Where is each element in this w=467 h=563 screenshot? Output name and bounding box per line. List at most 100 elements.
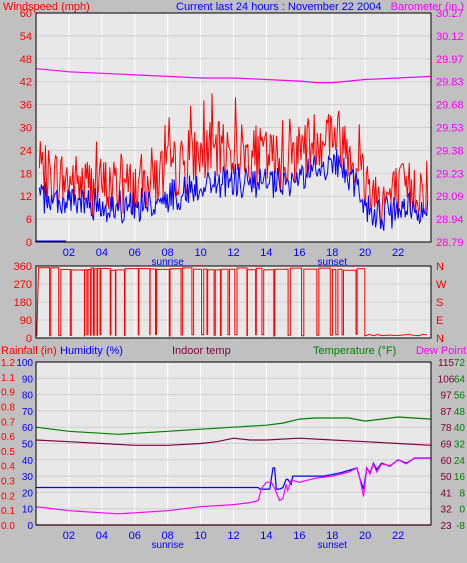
humidity-tick: 0 — [27, 521, 33, 532]
direction-compass-tick: W — [436, 279, 447, 291]
indoor-temp-tick: 115 — [438, 358, 454, 369]
rainfall-tick: 0.8 — [1, 402, 15, 413]
indoor-temp-tick: 60 — [440, 456, 452, 467]
windspeed-tick: 12 — [20, 191, 32, 203]
barometer-tick: 28.94 — [436, 214, 464, 226]
wind-grid — [36, 13, 431, 242]
dew-point-label: Dew Point — [416, 345, 466, 357]
sunrise-label: sunrise — [152, 257, 185, 268]
indoor-temp-tick: 41 — [440, 488, 452, 499]
temp-axes: 0.0 0.1 0.2 0.3 0.4 0.5 0.6 0.7 0.8 0.9 1.1 1.2 0 10 2… — [1, 358, 465, 532]
humidity-tick: 90 — [22, 374, 34, 385]
temperature-tick: 16 — [454, 472, 466, 483]
x-tick-label: 12 — [227, 247, 239, 259]
temperature-tick: 48 — [454, 407, 466, 418]
wind-time-axis: 02 04 06 08 10 12 14 16 18 20 22 sunrise sunset — [63, 247, 404, 268]
wind-direction-line — [36, 267, 427, 337]
barometer-tick: 29.09 — [436, 191, 464, 203]
temperature-tick: -8 — [456, 521, 465, 532]
temperature-tick: 56 — [454, 391, 466, 402]
windspeed-axis: 0 6 12 18 24 30 36 42 48 54 60 — [20, 8, 32, 249]
direction-degree-tick: 180 — [14, 297, 32, 309]
direction-plot-frame — [35, 265, 432, 339]
indoor-temp-tick: 50 — [440, 472, 452, 483]
direction-degree-axis: 0 90 180 270 360 — [14, 261, 32, 345]
humidity-tick: 70 — [22, 407, 34, 418]
indoor-temp-tick: 87 — [440, 407, 452, 418]
humidity-label: Humidity (%) — [60, 345, 123, 357]
temperature-tick: 64 — [454, 374, 466, 385]
sunset-label: sunset — [318, 257, 348, 268]
indoor-temp-tick: 106 — [438, 374, 455, 385]
x-tick-label: 20 — [359, 247, 371, 259]
chart-title: Current last 24 hours : November 22 2004 — [176, 1, 381, 13]
barometer-tick: 29.53 — [436, 123, 464, 135]
direction-degree-tick: 90 — [20, 315, 32, 327]
x-tick-label: 08 — [162, 247, 174, 259]
direction-compass-tick: N — [436, 333, 444, 345]
sunset-label: sunset — [318, 540, 348, 551]
x-tick-label: 18 — [326, 530, 338, 542]
humidity-tick: 60 — [22, 423, 34, 434]
rainfall-tick: 0.0 — [1, 521, 15, 532]
humidity-tick: 30 — [22, 472, 34, 483]
windspeed-tick: 48 — [20, 54, 32, 66]
humidity-tick: 50 — [22, 440, 34, 451]
barometer-tick: 29.68 — [436, 100, 464, 112]
wind-series — [35, 68, 432, 242]
x-tick-label: 06 — [129, 530, 141, 542]
temperature-tick: 32 — [454, 440, 466, 451]
barometer-line — [35, 68, 432, 84]
barometer-tick: 29.83 — [436, 77, 464, 89]
x-tick-label: 02 — [63, 530, 75, 542]
rainfall-tick: 0.5 — [1, 447, 15, 458]
indoor-temp-tick: 23 — [440, 521, 452, 532]
x-tick-label: 18 — [326, 247, 338, 259]
barometer-tick: 29.38 — [436, 145, 464, 157]
x-tick-label: 02 — [63, 247, 75, 259]
rainfall-tick: 1.2 — [1, 358, 15, 369]
barometer-label: Barometer (in.) — [391, 1, 464, 13]
windspeed-tick: 36 — [20, 100, 32, 112]
direction-compass-tick: E — [436, 315, 443, 327]
temperature-label: Temperature (°F) — [313, 345, 396, 357]
rainfall-label: Rainfall (in) — [1, 345, 57, 357]
windspeed-tick: 30 — [20, 123, 32, 135]
rainfall-tick: 1.1 — [1, 373, 15, 384]
x-tick-label: 14 — [260, 247, 272, 259]
rainfall-tick: 0.7 — [1, 417, 15, 428]
x-tick-label: 04 — [96, 247, 108, 259]
windspeed-tick: 42 — [20, 77, 32, 89]
humidity-tick: 40 — [22, 456, 34, 467]
temp-time-axis: 02 04 06 08 10 12 14 16 18 20 22 sunrise sunset — [63, 530, 404, 551]
x-tick-label: 14 — [260, 530, 272, 542]
rainfall-tick: 0.1 — [1, 506, 15, 517]
windspeed-gust-line — [38, 93, 429, 229]
rainfall-tick: 0.4 — [1, 462, 15, 473]
x-tick-label: 16 — [293, 247, 305, 259]
direction-compass-tick: S — [436, 297, 443, 309]
barometer-tick: 30.27 — [436, 8, 464, 20]
barometer-tick: 28.79 — [436, 237, 464, 249]
direction-series — [36, 267, 427, 337]
temperature-line — [35, 416, 432, 435]
barometer-tick: 29.97 — [436, 54, 464, 66]
x-tick-label: 20 — [359, 530, 371, 542]
windspeed-average-line — [38, 148, 429, 231]
windspeed-tick: 54 — [20, 31, 32, 43]
direction-degree-tick: 0 — [26, 333, 32, 345]
sunrise-label: sunrise — [152, 540, 185, 551]
direction-degree-tick: 270 — [14, 279, 32, 291]
x-tick-label: 22 — [392, 530, 404, 542]
indoor-temp-line — [35, 437, 432, 446]
indoor-temp-tick: 78 — [440, 423, 452, 434]
windspeed-tick: 18 — [20, 168, 32, 180]
indoor-temp-tick: 97 — [440, 391, 452, 402]
x-tick-label: 22 — [392, 247, 404, 259]
wind-plot-frame — [35, 12, 432, 243]
humidity-tick: 10 — [22, 505, 34, 516]
humidity-tick: 80 — [22, 391, 34, 402]
humidity-tick: 20 — [22, 488, 34, 499]
